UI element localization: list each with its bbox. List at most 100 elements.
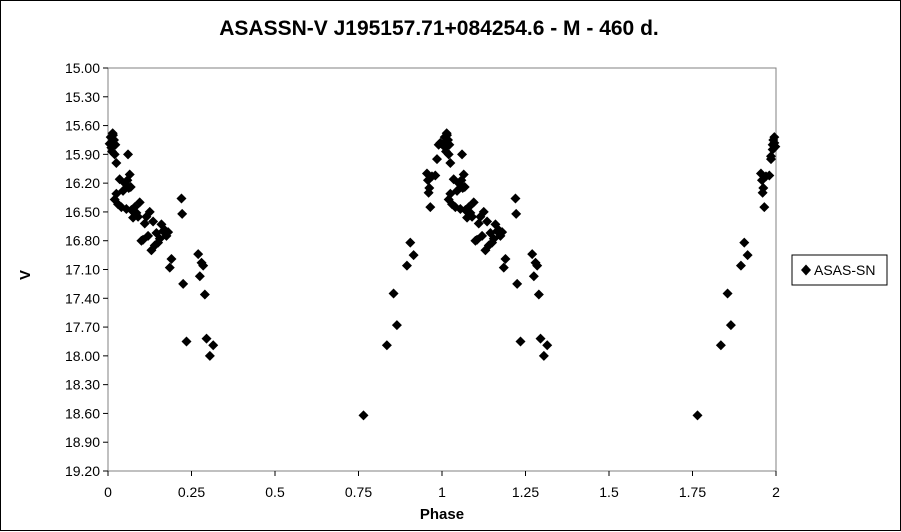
- data-point: [124, 169, 135, 180]
- x-tick-label: 0.75: [345, 484, 372, 500]
- legend-marker-diamond: [801, 264, 811, 276]
- data-point: [725, 320, 736, 331]
- data-point: [107, 128, 118, 139]
- data-point: [542, 340, 553, 351]
- y-tick-label: 15.30: [65, 89, 100, 105]
- data-point: [176, 193, 187, 204]
- data-point: [430, 170, 441, 181]
- data-point: [401, 260, 412, 271]
- data-point: [497, 227, 508, 238]
- data-point: [739, 237, 750, 248]
- data-point: [498, 262, 509, 273]
- data-point: [109, 149, 120, 160]
- data-point: [528, 271, 539, 282]
- x-tick-label: 0.25: [178, 484, 205, 500]
- data-point: [164, 262, 175, 273]
- data-point: [123, 149, 134, 160]
- data-point: [405, 237, 416, 248]
- data-point: [199, 289, 210, 300]
- data-point: [473, 218, 484, 229]
- data-point: [443, 149, 454, 160]
- y-axis-title: V: [17, 270, 34, 280]
- data-point: [533, 289, 544, 300]
- data-point: [758, 182, 769, 193]
- data-point: [431, 154, 442, 165]
- data-point: [388, 288, 399, 299]
- data-point: [381, 340, 392, 351]
- data-point: [444, 139, 455, 150]
- data-point: [764, 170, 775, 181]
- data-point: [111, 157, 122, 168]
- y-tick-label: 18.60: [65, 405, 100, 421]
- data-point: [445, 157, 456, 168]
- data-point: [198, 260, 209, 271]
- data-point: [515, 336, 526, 347]
- data-point: [178, 278, 189, 289]
- y-tick-label: 18.00: [65, 348, 100, 364]
- data-points: [104, 128, 781, 421]
- x-tick-label: 1.5: [599, 484, 619, 500]
- y-tick-label: 16.50: [65, 204, 100, 220]
- data-point: [532, 260, 543, 271]
- data-point: [139, 218, 150, 229]
- x-axis: 0 0.25 0.5 0.75 1 1.25 1.5 1.75 2: [104, 471, 780, 500]
- data-point: [163, 227, 174, 238]
- data-point: [424, 182, 435, 193]
- data-point: [527, 249, 538, 260]
- data-point: [148, 216, 159, 227]
- data-point: [177, 208, 188, 219]
- y-tick-label: 16.80: [65, 233, 100, 249]
- y-tick-label: 15.60: [65, 118, 100, 134]
- data-point: [408, 250, 419, 261]
- data-point: [467, 211, 478, 222]
- data-point: [201, 333, 212, 344]
- y-tick-label: 15.00: [65, 60, 100, 76]
- data-point: [391, 320, 402, 331]
- y-tick-label: 18.90: [65, 434, 100, 450]
- x-axis-title: Phase: [420, 506, 464, 523]
- data-point: [457, 149, 468, 160]
- legend: ASAS-SN: [791, 254, 888, 286]
- data-point: [511, 208, 522, 219]
- data-point: [512, 278, 523, 289]
- data-point: [722, 288, 733, 299]
- y-tick-label: 17.10: [65, 262, 100, 278]
- y-tick-label: 17.70: [65, 319, 100, 335]
- data-point: [441, 128, 452, 139]
- x-tick-label: 1.25: [512, 484, 539, 500]
- plot-area: [107, 67, 777, 472]
- data-point: [458, 169, 469, 180]
- data-point: [133, 211, 144, 222]
- y-tick-label: 15.90: [65, 146, 100, 162]
- data-point: [735, 260, 746, 271]
- data-point: [482, 216, 493, 227]
- x-tick-label: 0: [104, 484, 112, 500]
- y-axis: 15.00 15.30 15.60 15.90 16.20 16.50 16.80 17.10…: [65, 60, 108, 479]
- x-tick-label: 1: [438, 484, 446, 500]
- data-point: [181, 336, 192, 347]
- data-point: [193, 249, 204, 260]
- y-tick-label: 18.30: [65, 377, 100, 393]
- x-tick-label: 1.75: [679, 484, 706, 500]
- data-point: [459, 181, 470, 192]
- data-point: [535, 333, 546, 344]
- data-point: [194, 271, 205, 282]
- data-point: [204, 350, 215, 361]
- data-point: [358, 410, 369, 421]
- data-point: [765, 151, 776, 162]
- y-tick-label: 19.20: [65, 463, 100, 479]
- y-tick-label: 17.40: [65, 290, 100, 306]
- data-point: [125, 181, 136, 192]
- data-point: [692, 410, 703, 421]
- chart-title: ASASSN-V J195157.71+084254.6 - M - 460 d…: [219, 17, 659, 40]
- data-point: [538, 350, 549, 361]
- data-point: [110, 139, 121, 150]
- x-tick-label: 0.5: [265, 484, 285, 500]
- data-point: [143, 230, 154, 241]
- data-point: [208, 340, 219, 351]
- data-point: [759, 202, 770, 213]
- data-point: [468, 197, 479, 208]
- data-point: [166, 253, 177, 264]
